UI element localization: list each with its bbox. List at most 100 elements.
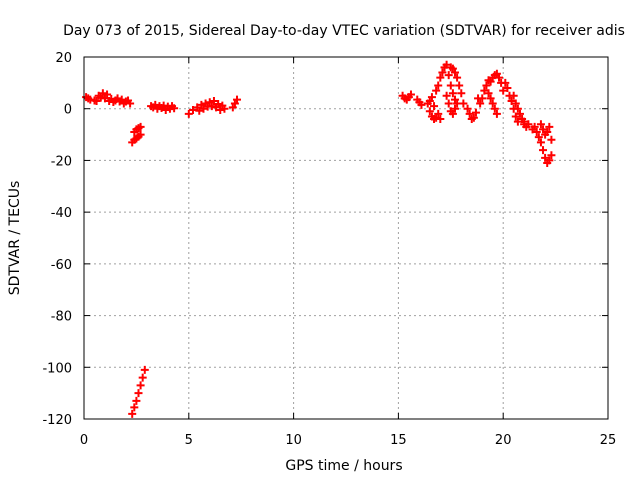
data-point	[136, 122, 145, 131]
data-point	[425, 107, 434, 116]
data-point	[448, 109, 457, 118]
data-point	[199, 104, 208, 113]
data-point	[524, 120, 533, 129]
data-point	[511, 99, 520, 108]
data-point	[136, 130, 145, 139]
data-point	[530, 122, 539, 131]
data-point	[406, 90, 415, 99]
data-point	[520, 117, 529, 126]
data-point	[490, 104, 499, 113]
data-point	[450, 68, 459, 77]
data-point	[207, 102, 216, 111]
data-point	[536, 120, 545, 129]
y-tick-label: -120	[42, 413, 72, 428]
y-tick-label: 0	[64, 103, 72, 118]
data-point	[469, 113, 478, 122]
y-tick-label: -80	[51, 310, 72, 325]
data-point	[480, 86, 489, 95]
axis-ticks: 0 5 10 15 20 25 20 0 -20 -40 -60 -80 -100 -120	[42, 51, 616, 448]
data-point	[547, 135, 556, 144]
data-point	[128, 409, 137, 418]
data-point	[136, 381, 145, 390]
data-point	[140, 365, 149, 374]
data-point	[216, 106, 225, 115]
data-point	[438, 68, 447, 77]
x-axis-title: GPS time / hours	[285, 458, 402, 474]
data-point	[159, 101, 168, 110]
data-point	[448, 89, 457, 98]
data-point	[457, 89, 466, 98]
data-point	[511, 112, 520, 121]
data-point	[543, 127, 552, 136]
data-point	[444, 71, 453, 80]
data-point	[126, 99, 135, 108]
y-tick-label: -60	[51, 258, 72, 273]
data-point	[486, 94, 495, 103]
data-point	[130, 403, 139, 412]
data-point	[432, 86, 441, 95]
data-point	[434, 81, 443, 90]
data-point	[92, 96, 101, 105]
data-point	[134, 389, 143, 398]
y-tick-label: -100	[42, 361, 72, 376]
data-point	[459, 99, 468, 108]
data-point	[501, 78, 510, 87]
data-point	[492, 109, 501, 118]
data-point	[209, 96, 218, 105]
y-tick-label: -20	[51, 154, 72, 169]
x-tick-label: 5	[185, 433, 193, 448]
data-point	[430, 102, 439, 111]
data-point	[170, 104, 179, 113]
chart-title: Day 073 of 2015, Sidereal Day-to-day VTE…	[63, 23, 625, 39]
data-point	[233, 95, 242, 104]
data-points	[82, 60, 556, 418]
data-point	[482, 81, 491, 90]
plot-area-border	[83, 56, 609, 420]
data-point	[436, 73, 445, 82]
data-point	[417, 100, 426, 109]
data-point	[220, 104, 229, 113]
data-point	[478, 94, 487, 103]
data-point	[503, 84, 512, 93]
x-tick-label: 25	[600, 433, 617, 448]
data-point	[214, 100, 223, 109]
data-point	[539, 146, 548, 155]
data-point	[103, 90, 112, 99]
data-point	[195, 106, 204, 115]
data-point	[442, 60, 451, 69]
data-point	[547, 151, 556, 160]
data-point	[184, 109, 193, 118]
data-point	[484, 89, 493, 98]
y-tick-label: 20	[55, 51, 72, 66]
data-point	[541, 153, 550, 162]
x-tick-label: 10	[285, 433, 302, 448]
data-point	[488, 99, 497, 108]
data-point	[545, 156, 554, 165]
y-axis-title: SDTVAR / TECUs	[7, 181, 23, 296]
data-point	[471, 108, 480, 117]
data-point	[465, 109, 474, 118]
data-point	[513, 104, 522, 113]
data-point	[442, 91, 451, 100]
data-point	[434, 109, 443, 118]
data-point	[507, 96, 516, 105]
data-point	[446, 81, 455, 90]
x-tick-label: 20	[495, 433, 512, 448]
data-point	[515, 109, 524, 118]
data-point	[534, 133, 543, 142]
data-point	[532, 127, 541, 136]
x-tick-label: 15	[390, 433, 407, 448]
data-point	[98, 89, 107, 98]
data-point	[427, 93, 436, 102]
data-point	[453, 73, 462, 82]
data-point	[455, 81, 464, 90]
data-point	[539, 125, 548, 134]
data-point	[476, 99, 485, 108]
data-point	[545, 122, 554, 131]
y-tick-label: -40	[51, 206, 72, 221]
data-point	[450, 104, 459, 113]
data-point	[495, 73, 504, 82]
data-point	[138, 373, 147, 382]
